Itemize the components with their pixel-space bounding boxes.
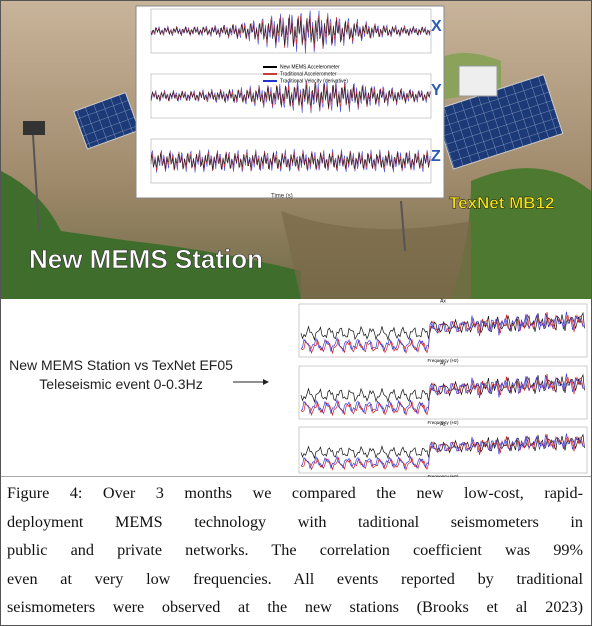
enclosure xyxy=(459,66,497,96)
time-label: Time (s) xyxy=(271,194,293,200)
panel-title: Ay xyxy=(440,360,446,366)
caption-line: public and private networks. The correla… xyxy=(7,536,583,565)
bush xyxy=(451,168,591,299)
legend: New MEMS Accelerometer Traditional Accel… xyxy=(263,64,348,84)
comparison-line: New MEMS Station vs TexNet EF05 xyxy=(5,356,237,375)
axis-label: Y xyxy=(431,82,442,99)
station-label: TexNet MB12 xyxy=(449,193,555,212)
caption-line: deployment MEMS technology with tadition… xyxy=(7,508,583,537)
caption-line: Figure 4: Over 3 months we compared the … xyxy=(7,479,583,508)
station-label: New MEMS Station xyxy=(29,244,263,274)
caption-line: seismometers were observed at the new st… xyxy=(7,593,583,622)
figure-art: Time (s) X Y Z New MEMS Accelerometer Tr… xyxy=(1,1,591,477)
axis-label: Z xyxy=(431,148,441,165)
legend-label: Traditional Velocity (derivative) xyxy=(280,78,348,84)
comparison-label: New MEMS Station vs TexNet EF05 Teleseis… xyxy=(5,356,237,394)
caption: Figure 4: Over 3 months we compared the … xyxy=(7,479,583,622)
x-axis-label: Frequency (Hz) xyxy=(427,474,459,477)
sensor-box xyxy=(23,121,45,135)
comparison-line: Teleseismic event 0-0.3Hz xyxy=(5,375,237,394)
legend-label: Traditional Accelerometer xyxy=(280,71,337,77)
legend-label: New MEMS Accelerometer xyxy=(280,64,340,70)
arrow-head xyxy=(263,379,269,385)
axis-label: X xyxy=(431,18,442,35)
panel-title: Ax xyxy=(440,298,446,304)
panel-title: Az xyxy=(440,421,446,427)
caption-line: even at very low frequencies. All events… xyxy=(7,565,583,594)
figure: Time (s) X Y Z New MEMS Accelerometer Tr… xyxy=(0,0,592,626)
